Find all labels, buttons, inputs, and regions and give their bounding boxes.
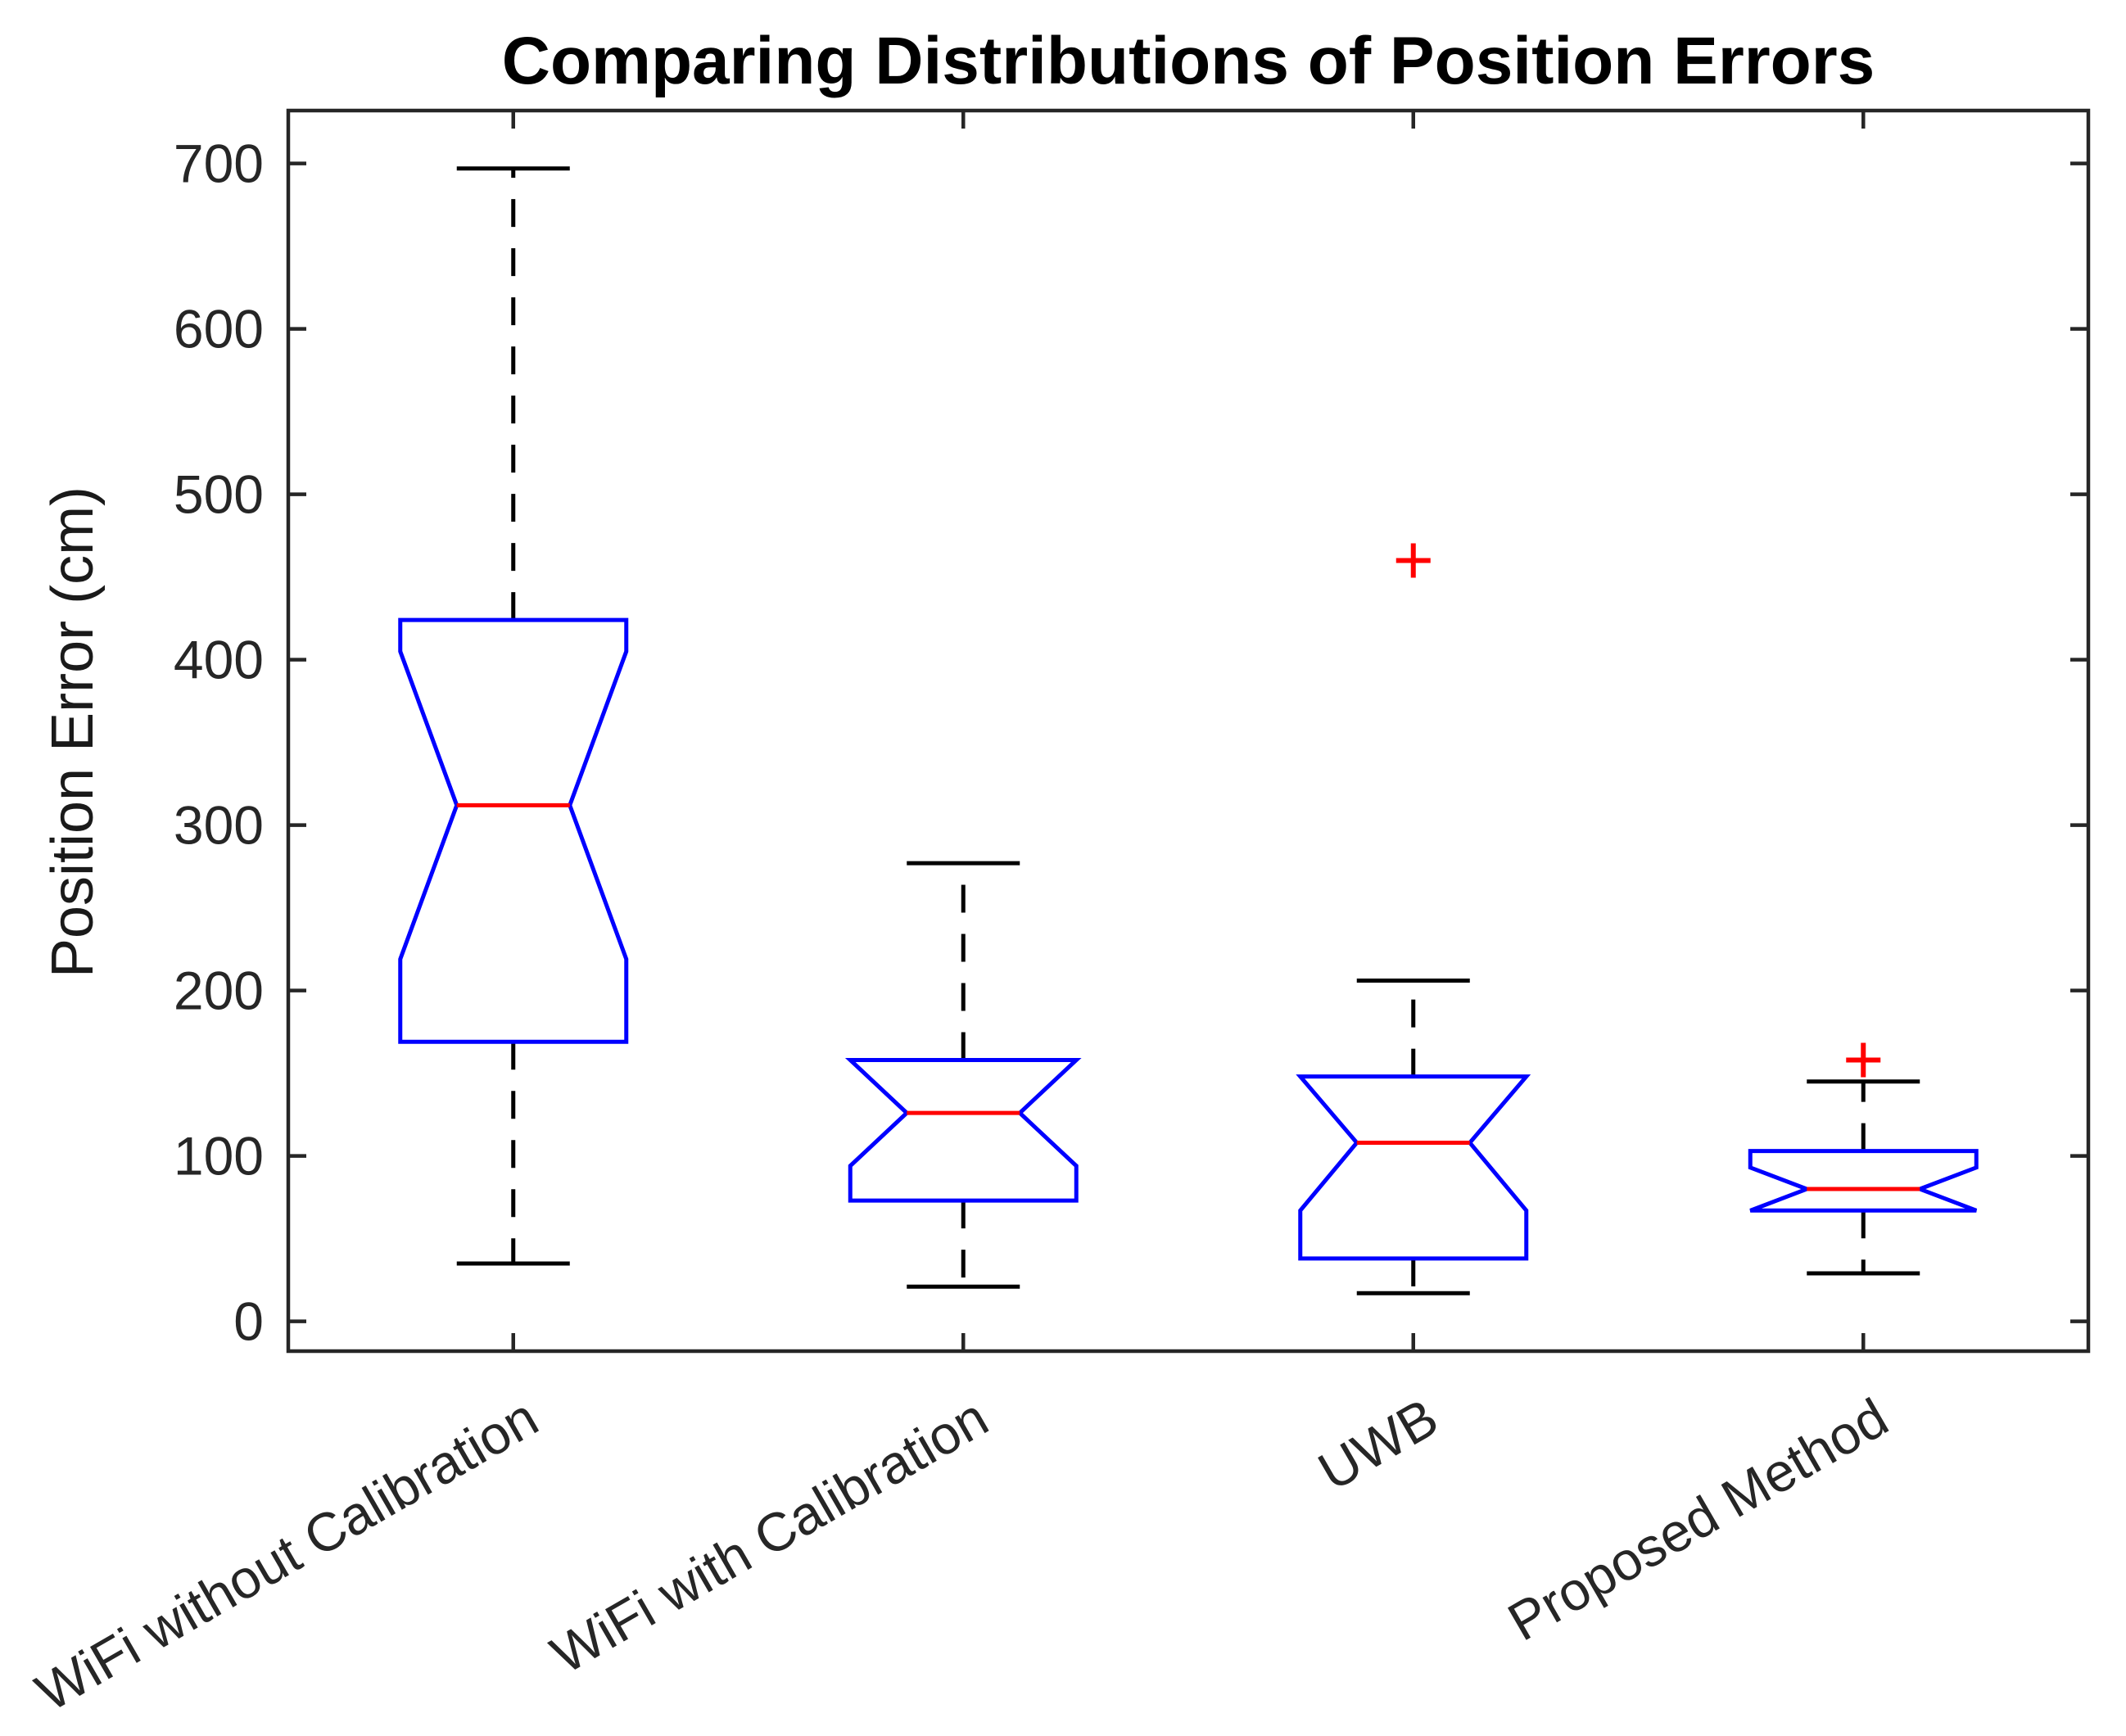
- y-tick-label: 200: [174, 961, 264, 1021]
- y-tick-label: 500: [174, 464, 264, 525]
- notched-box: [1748, 1149, 1979, 1213]
- x-tick-label: WiFi without Calibration: [25, 1386, 547, 1723]
- x-tick-label: WiFi with Calibration: [541, 1386, 997, 1685]
- axes-border: [286, 108, 2091, 1354]
- x-tick-label: Proposed Method: [1498, 1386, 1898, 1652]
- y-tick-label: 700: [174, 133, 264, 194]
- y-tick-label: 400: [174, 630, 264, 690]
- y-tick-label: 0: [233, 1291, 264, 1352]
- x-tick-label: UWB: [1308, 1386, 1447, 1502]
- notched-box: [844, 1057, 1082, 1203]
- chart-title: Comparing Distributions of Position Erro…: [501, 24, 1875, 98]
- notched-box: [398, 617, 629, 1044]
- y-tick-label: 600: [174, 299, 264, 359]
- y-tick-label: 100: [174, 1126, 264, 1187]
- y-tick-label: 300: [174, 795, 264, 856]
- notched-box: [1296, 1074, 1531, 1261]
